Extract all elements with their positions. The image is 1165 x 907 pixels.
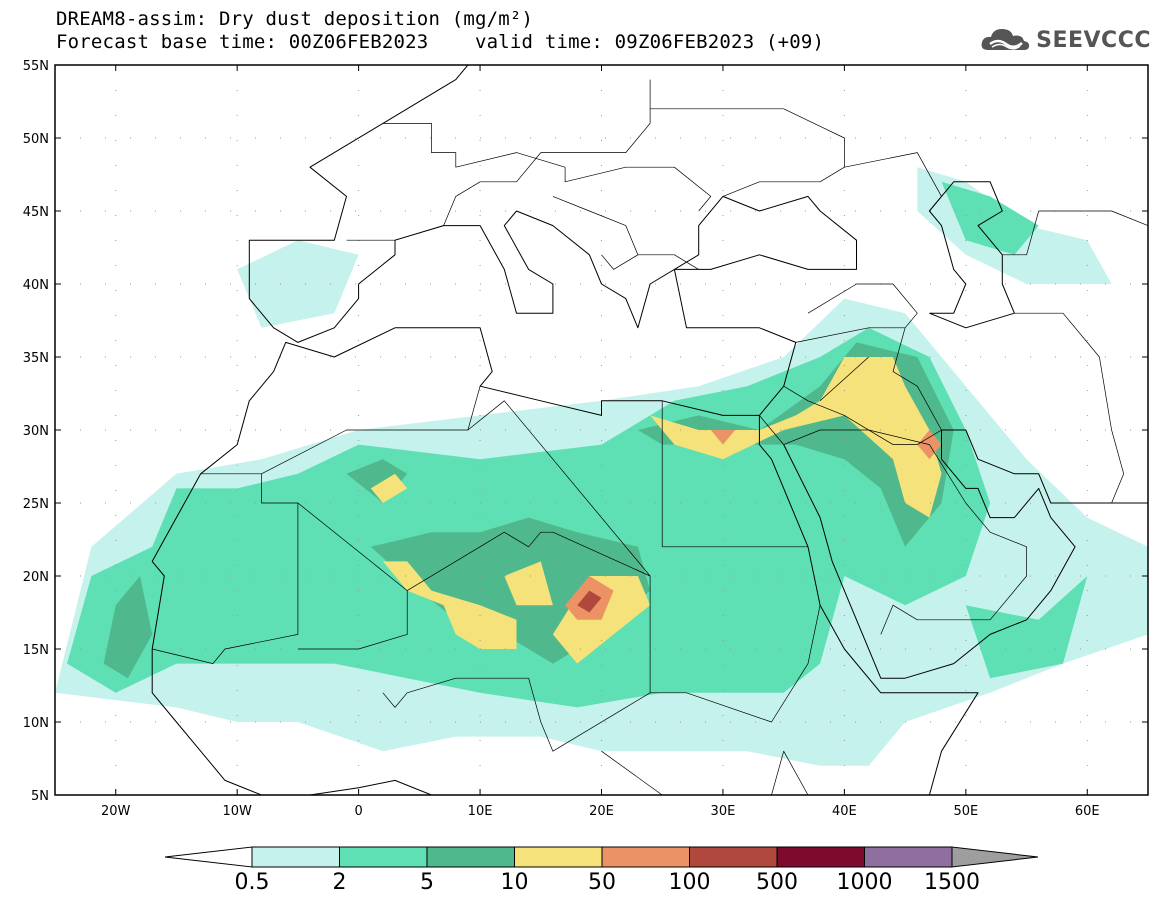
border-19 bbox=[601, 750, 809, 795]
lat-label-50N: 50N bbox=[23, 132, 49, 147]
lon-label-20E: 20E bbox=[589, 804, 614, 819]
border-10 bbox=[759, 415, 1027, 635]
border-13 bbox=[552, 196, 639, 270]
lon-label-60E: 60E bbox=[1075, 804, 1100, 819]
lon-label-30E: 30E bbox=[711, 804, 736, 819]
map-title: DREAM8-assim: Dry dust deposition (mg/m²… bbox=[56, 8, 534, 30]
colorbar-box-2 bbox=[426, 846, 515, 868]
lat-label-40N: 40N bbox=[23, 278, 49, 293]
lat-label-20N: 20N bbox=[23, 570, 49, 585]
lat-label-45N: 45N bbox=[23, 205, 49, 220]
border-4 bbox=[467, 400, 651, 577]
colorbar: 0.5 2 5 10 50 100 500 1000 1500 bbox=[164, 846, 1039, 895]
border-0 bbox=[152, 473, 299, 664]
border-14 bbox=[637, 254, 699, 270]
dust-region-14 bbox=[370, 473, 408, 503]
dust-region-13 bbox=[650, 357, 942, 518]
cloud-logo-icon bbox=[981, 29, 1030, 50]
colorbar-label-4: 50 bbox=[588, 870, 616, 895]
colorbar-low-arrow bbox=[164, 846, 253, 868]
colorbar-label-3: 10 bbox=[501, 870, 529, 895]
map-subtitle: Forecast base time: 00Z06FEB2023 valid t… bbox=[56, 31, 825, 53]
lat-label-10N: 10N bbox=[23, 716, 49, 731]
border-3 bbox=[382, 531, 651, 752]
colorbar-label-7: 1000 bbox=[837, 870, 893, 895]
colorbar-high-arrow bbox=[951, 846, 1039, 868]
border-1 bbox=[261, 386, 481, 475]
border-12 bbox=[382, 123, 712, 212]
border-6 bbox=[650, 605, 821, 723]
coastline-4 bbox=[941, 429, 1148, 504]
dust-deposition-contours bbox=[55, 167, 1148, 766]
dust-region-9 bbox=[346, 459, 408, 503]
lon-label-10E: 10E bbox=[468, 804, 493, 819]
country-borders bbox=[152, 79, 1148, 795]
lon-label-10W: 10W bbox=[222, 804, 252, 819]
dust-region-11 bbox=[504, 561, 553, 606]
colorbar-box-1 bbox=[339, 846, 428, 868]
lat-label-25N: 25N bbox=[23, 497, 49, 512]
lon-label-50E: 50E bbox=[953, 804, 978, 819]
colorbar-label-2: 5 bbox=[420, 870, 434, 895]
border-2 bbox=[297, 502, 408, 650]
border-17 bbox=[1002, 210, 1148, 256]
border-15 bbox=[650, 108, 845, 197]
colorbar-label-0: 0.5 bbox=[235, 870, 270, 895]
border-5 bbox=[661, 400, 808, 548]
dust-region-1 bbox=[237, 240, 359, 328]
map-plot-area bbox=[55, 65, 1148, 795]
lat-label-55N: 55N bbox=[23, 59, 49, 74]
lat-label-30N: 30N bbox=[23, 424, 49, 439]
axis-ticks: 55N 50N 45N 40N 35N 30N 25N 20N 15N 10N 5N 20W 10W 0 1… bbox=[23, 59, 1148, 819]
border-8 bbox=[819, 356, 869, 402]
border-9 bbox=[807, 283, 918, 329]
colorbar-label-1: 2 bbox=[333, 870, 347, 895]
lat-label-15N: 15N bbox=[23, 643, 49, 658]
colorbar-box-5 bbox=[689, 846, 778, 868]
colorbar-box-0 bbox=[251, 846, 340, 868]
colorbar-label-6: 500 bbox=[756, 870, 798, 895]
dust-region-17 bbox=[710, 430, 736, 445]
border-16 bbox=[844, 152, 942, 212]
colorbar-box-7 bbox=[864, 846, 953, 868]
border-18 bbox=[1014, 312, 1125, 504]
dust-region-10 bbox=[382, 561, 517, 649]
coastline-5 bbox=[928, 181, 1015, 329]
logo-text: SEEVCCC bbox=[1036, 27, 1151, 53]
colorbar-box-4 bbox=[601, 846, 690, 868]
seevccc-logo: SEEVCCC bbox=[980, 26, 1151, 54]
colorbar-label-5: 100 bbox=[669, 870, 711, 895]
dust-region-5 bbox=[965, 576, 1088, 679]
border-7 bbox=[783, 327, 942, 445]
colorbar-label-8: 1500 bbox=[924, 870, 980, 895]
colorbar-box-6 bbox=[776, 846, 865, 868]
dust-region-18 bbox=[577, 590, 602, 613]
lat-label-5N: 5N bbox=[31, 789, 49, 804]
border-11 bbox=[346, 79, 651, 241]
colorbar-box-3 bbox=[514, 846, 603, 868]
lon-label-40E: 40E bbox=[832, 804, 857, 819]
coastline-1 bbox=[151, 649, 433, 795]
lon-label-20W: 20W bbox=[101, 804, 131, 819]
coastline-3 bbox=[783, 430, 1076, 679]
lon-label-0: 0 bbox=[354, 804, 362, 819]
lat-label-35N: 35N bbox=[23, 351, 49, 366]
dust-region-6 bbox=[103, 576, 153, 679]
